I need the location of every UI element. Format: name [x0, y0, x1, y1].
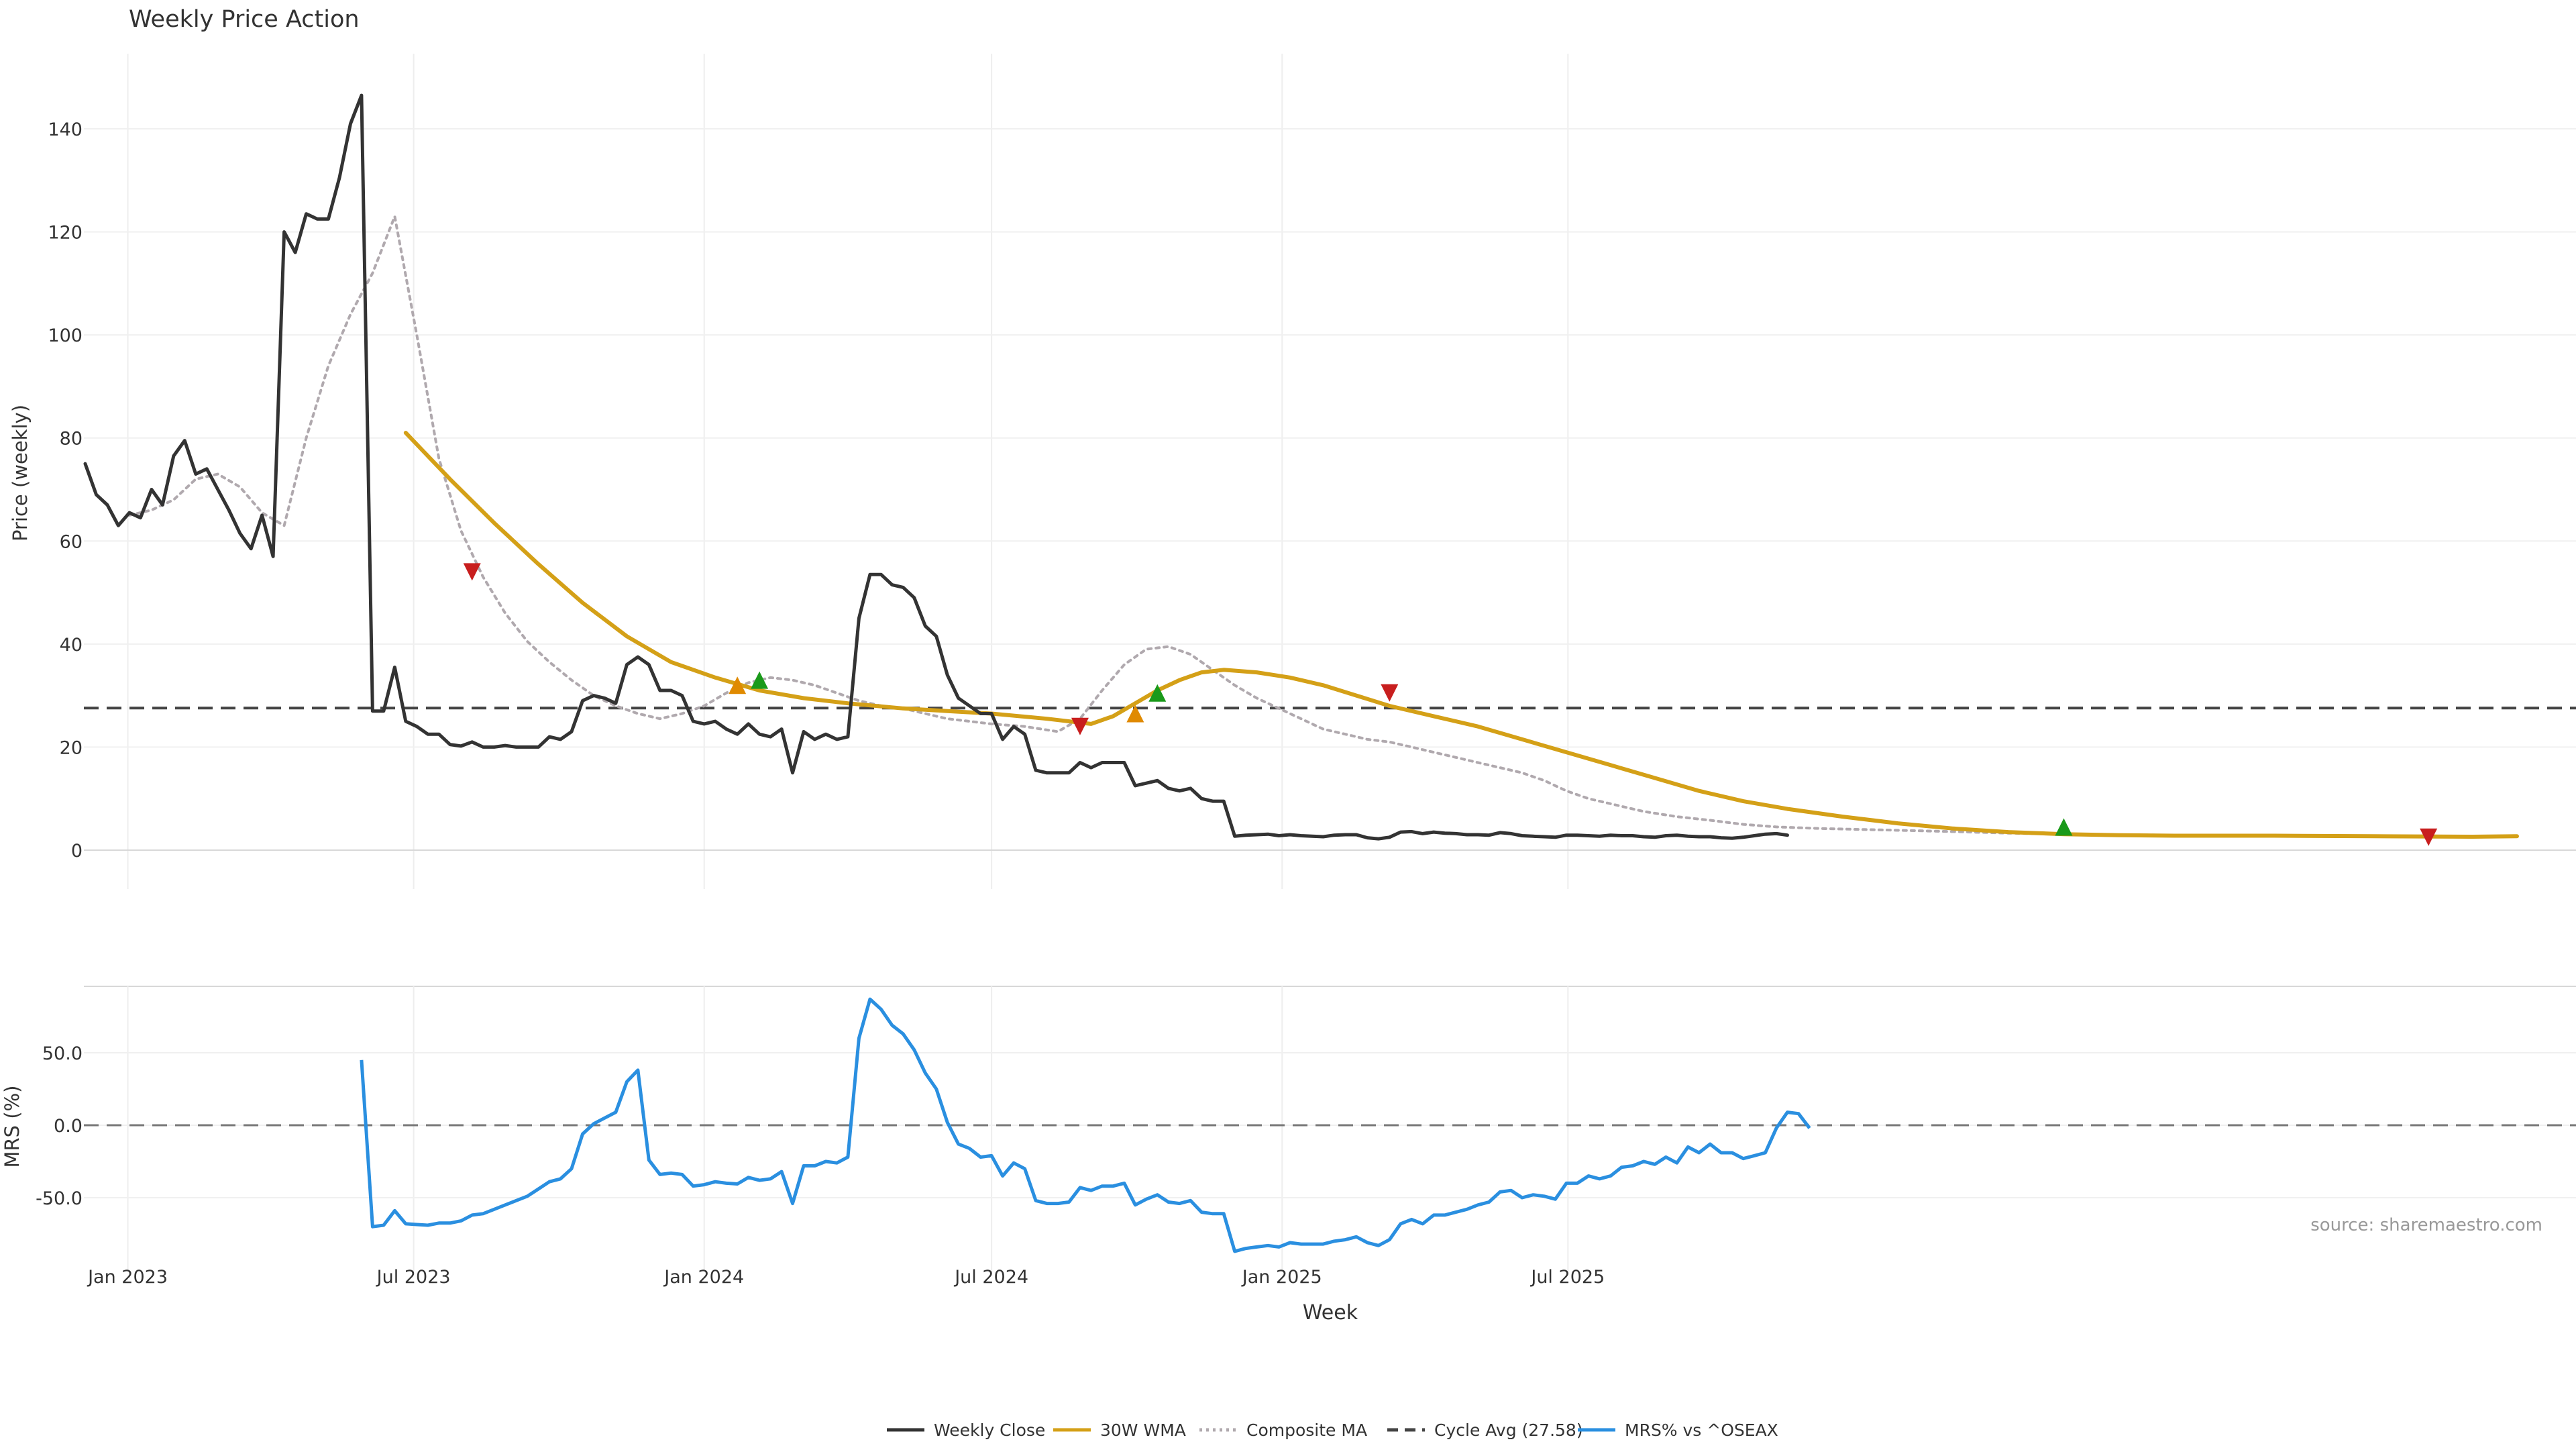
weekly-close-line [83, 93, 1789, 841]
date-x-tick-label: Jan 2025 [1241, 1267, 1322, 1288]
legend-label: Cycle Avg (27.58) [1434, 1420, 1583, 1440]
price-y-ticks: 0 20 40 60 80 100 120 140 [48, 119, 83, 862]
date-x-tick-label: Jul 2024 [953, 1267, 1028, 1288]
legend-label: Composite MA [1246, 1420, 1367, 1440]
price-y-tick-label: 60 [60, 531, 83, 552]
buy-signal-marker [1126, 705, 1144, 723]
mrs-y-tick-label: -50.0 [36, 1188, 83, 1209]
price-y-tick-label: 120 [48, 223, 83, 244]
mrs-y-tick-label: 50.0 [42, 1043, 83, 1064]
buy-signal-marker [2055, 818, 2073, 836]
date-x-tick-label: Jan 2024 [663, 1267, 744, 1288]
sell-signal-marker [1381, 684, 1399, 702]
price-axis-label: Price (weekly) [9, 405, 32, 541]
source-note: source: sharemaestro.com [2310, 1215, 2542, 1235]
mrs-y-ticks: 50.0 0.0 -50.0 [36, 1043, 83, 1209]
buy-signal-marker [751, 671, 769, 689]
buy-signal-marker [1148, 684, 1167, 702]
sell-signal-marker [463, 563, 481, 581]
wma-30w-line [403, 431, 2519, 839]
buy-signal-marker [729, 676, 747, 694]
mrs-axis-label: MRS (%) [1, 1086, 23, 1168]
legend-label: Weekly Close [934, 1420, 1045, 1440]
week-axis-label: Week [1303, 1301, 1358, 1325]
reference-lines [84, 707, 2576, 1127]
price-y-tick-label: 0 [71, 841, 83, 862]
price-y-tick-label: 20 [60, 737, 83, 758]
sell-signal-marker [1071, 717, 1089, 735]
price-y-tick-label: 100 [48, 325, 83, 346]
series-layer [83, 93, 2519, 1253]
date-x-tick-label: Jan 2023 [87, 1267, 168, 1288]
date-x-tick-label: Jul 2025 [1529, 1267, 1605, 1288]
price-y-tick-label: 80 [60, 429, 83, 450]
sell-signal-marker [2420, 828, 2438, 846]
mrs-y-tick-label: 0.0 [54, 1116, 83, 1137]
chart-title: Weekly Price Action [129, 6, 360, 33]
legend-label: MRS% vs ^OSEAX [1625, 1420, 1778, 1440]
bottom-panel-grid [84, 986, 2576, 1272]
price-y-tick-label: 40 [60, 635, 83, 656]
price-y-tick-label: 140 [48, 119, 83, 140]
legend-label: 30W WMA [1100, 1420, 1186, 1440]
signal-markers [463, 563, 2438, 846]
top-panel-grid [84, 54, 2576, 889]
composite-ma-line [127, 215, 2518, 838]
date-x-ticks: Jan 2023 Jul 2023 Jan 2024 Jul 2024 Jan 2025… [87, 1267, 1605, 1288]
legend: Weekly Close 30W WMA Composite MA Cycle Avg… [887, 1420, 1778, 1440]
mrs-line [360, 997, 1811, 1253]
date-x-tick-label: Jul 2023 [376, 1267, 451, 1288]
